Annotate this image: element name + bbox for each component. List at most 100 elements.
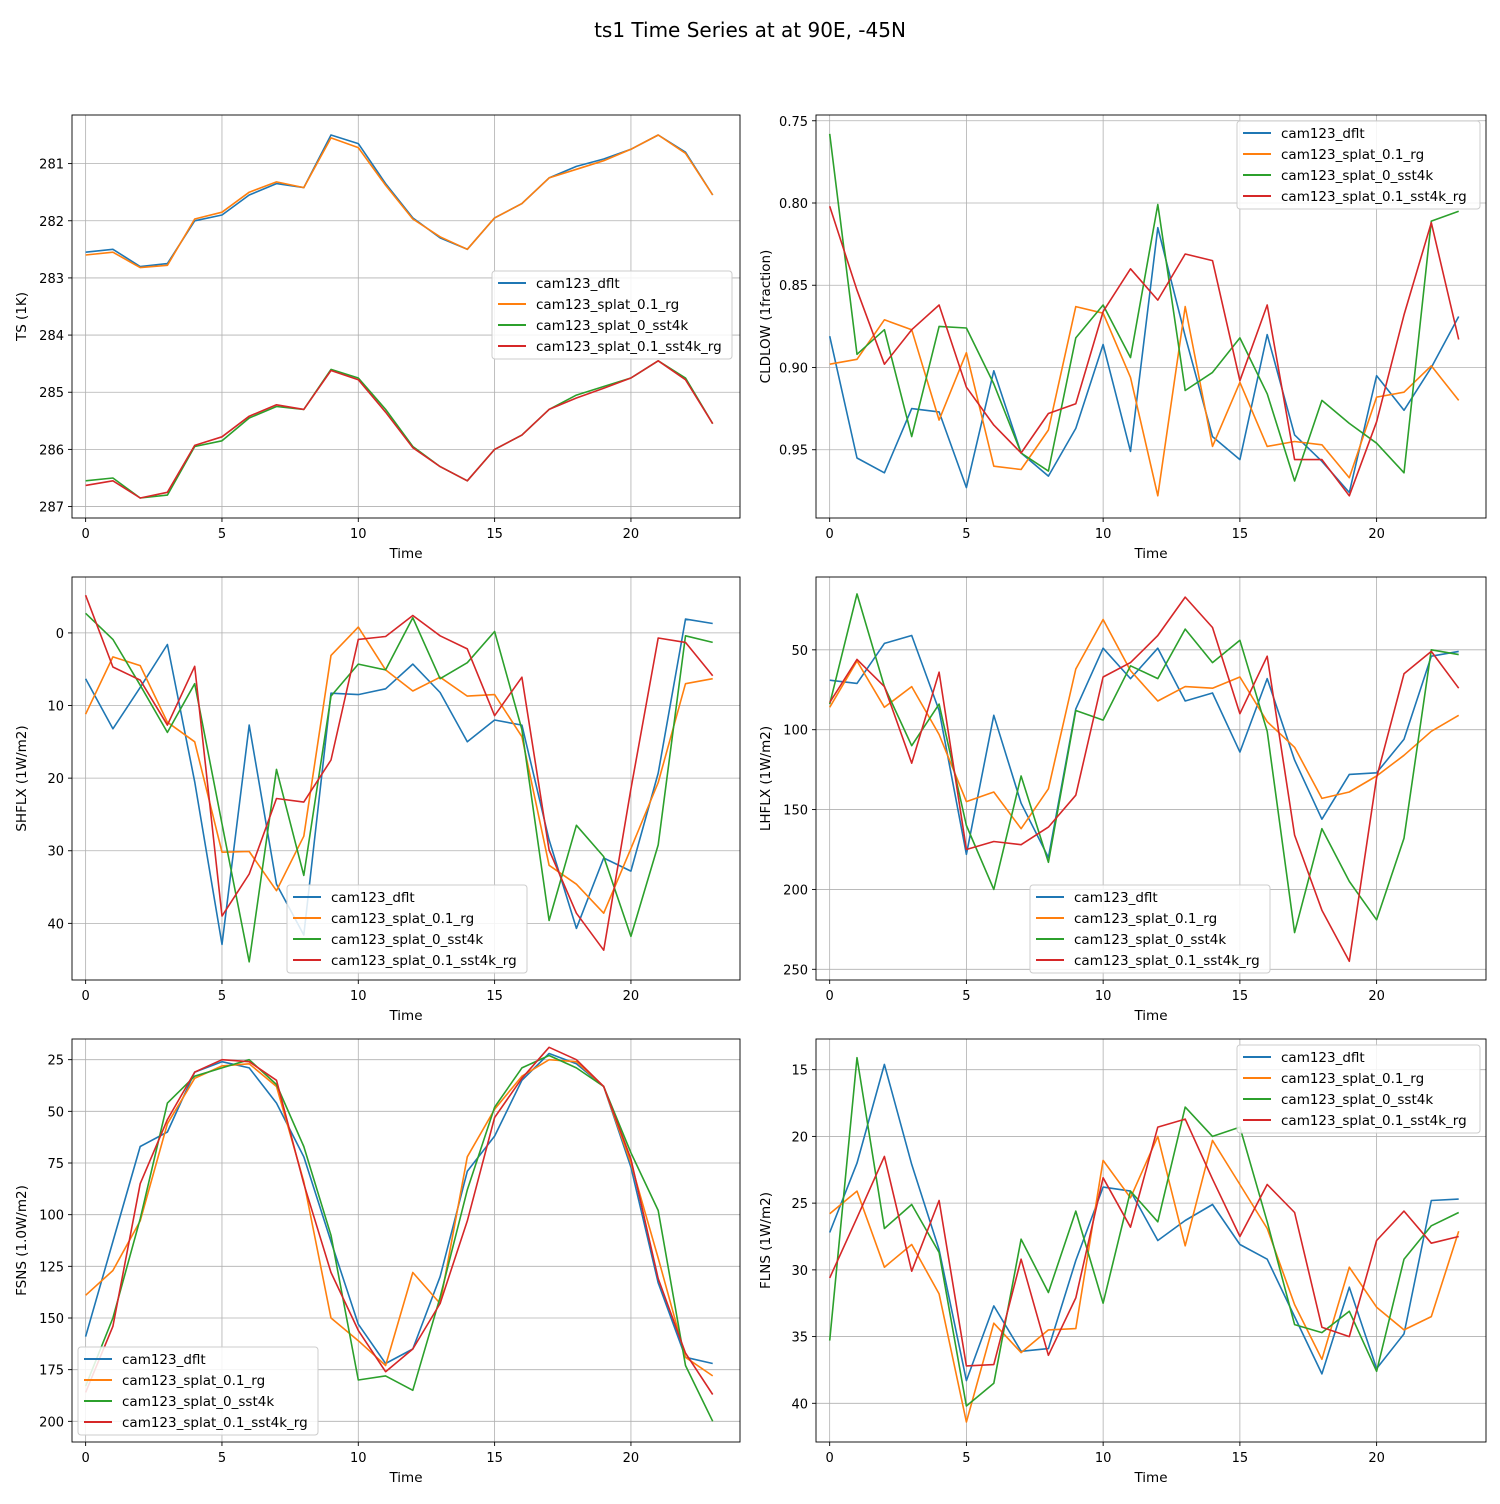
y-tick-label: 0	[56, 627, 64, 642]
series-line-2	[84, 626, 713, 915]
y-tick-label: 200	[39, 1415, 64, 1430]
legend-label: cam123_dflt	[122, 1352, 206, 1368]
x-tick-label: 0	[826, 527, 834, 542]
axes-frame	[815, 1038, 1487, 1443]
x-tick-label: 0	[81, 989, 89, 1004]
x-tick-label: 15	[1232, 989, 1249, 1004]
x-tick-label: 5	[218, 1451, 226, 1466]
legend-label: cam123_splat_0.1_sst4k_rg	[536, 339, 722, 355]
y-axis-label: CLDLOW (1fraction)	[758, 250, 774, 384]
y-tick-label: 50	[791, 644, 808, 659]
y-axis-label: TS (1K)	[14, 292, 30, 342]
x-tick-label: 5	[962, 527, 970, 542]
legend-frame	[1029, 884, 1271, 974]
y-tick-label: 0.95	[779, 444, 808, 459]
subplot-1: 0 5 10 15 20 281 282 283 284 285 286 287 Time TS (1K)…	[14, 114, 741, 562]
series-line-4	[828, 206, 1460, 497]
x-tick-label: 10	[350, 1451, 367, 1466]
x-tick-label: 5	[218, 989, 226, 1004]
series-line-4	[84, 594, 714, 952]
y-tick-label: 0.85	[779, 279, 808, 294]
series-line-4	[84, 1046, 714, 1395]
y-tick-label: 282	[39, 215, 64, 230]
y-tick-label: 35	[791, 1331, 808, 1346]
y-tick-label: 15	[791, 1064, 808, 1079]
x-tick-label: 20	[1368, 1451, 1385, 1466]
x-axis-label: Time	[388, 1470, 422, 1486]
y-tick-label: 200	[783, 883, 808, 898]
x-tick-label: 5	[962, 1451, 970, 1466]
x-tick-label: 0	[826, 989, 834, 1004]
y-tick-label: 20	[47, 772, 64, 787]
legend-frame	[1236, 120, 1481, 210]
axes-frame	[815, 114, 1487, 519]
y-axis-label: FSNS (1.0W/m2)	[14, 1185, 30, 1296]
figure-title: ts1 Time Series at at 90E, -45N	[594, 18, 906, 42]
legend-frame	[491, 270, 733, 360]
x-tick-label: 15	[486, 1451, 503, 1466]
y-axis-label: SHFLX (1W/m2)	[14, 725, 30, 831]
subplot-4: 0 5 10 15 20 50 100 150 200 250 Time LHFLX (1W/m2) c…	[758, 576, 1487, 1024]
y-tick-label: 125	[39, 1260, 64, 1275]
legend-label: cam123_splat_0.1_sst4k_rg	[1074, 953, 1260, 969]
axes-frame	[71, 114, 741, 519]
x-tick-label: 0	[826, 1451, 834, 1466]
x-tick-label: 20	[623, 1451, 640, 1466]
x-tick-label: 10	[350, 989, 367, 1004]
x-tick-label: 20	[623, 989, 640, 1004]
legend-label: cam123_dflt	[1074, 890, 1158, 906]
x-tick-label: 15	[1232, 1451, 1249, 1466]
x-tick-label: 5	[962, 989, 970, 1004]
x-tick-label: 0	[81, 527, 89, 542]
y-tick-label: 25	[791, 1197, 808, 1212]
y-tick-label: 20	[791, 1130, 808, 1145]
legend-label: cam123_splat_0_sst4k	[536, 318, 688, 334]
legend: cam123_dflt cam123_splat_0.1_rg cam123_spl…	[286, 884, 528, 974]
y-tick-label: 50	[47, 1105, 64, 1120]
y-tick-label: 175	[39, 1364, 64, 1379]
legend-label: cam123_splat_0.1_sst4k_rg	[122, 1415, 308, 1431]
y-axis-label: LHFLX (1W/m2)	[758, 726, 774, 831]
x-tick-label: 10	[1095, 1451, 1112, 1466]
legend: cam123_dflt cam123_splat_0.1_rg cam123_spl…	[1236, 1044, 1481, 1134]
legend-label: cam123_splat_0.1_sst4k_rg	[331, 953, 517, 969]
y-tick-label: 25	[47, 1054, 64, 1069]
legend-label: cam123_splat_0_sst4k	[1281, 1092, 1433, 1108]
y-tick-label: 150	[39, 1312, 64, 1327]
x-axis-label: Time	[1133, 1008, 1167, 1024]
legend-label: cam123_splat_0.1_rg	[1281, 147, 1424, 163]
subplot-2: 0 5 10 15 20 0.75 0.80 0.85 0.90 0.95 Time CLDLOW (…	[758, 114, 1487, 562]
subplot-3: 0 5 10 15 20 0 10 20 30 40 Time SHFLX (1W/m2) cam123…	[14, 576, 741, 1024]
series-line-2	[829, 305, 1460, 497]
y-tick-label: 283	[39, 272, 64, 287]
x-tick-label: 15	[1232, 527, 1249, 542]
y-tick-label: 287	[39, 501, 64, 516]
y-tick-label: 30	[47, 845, 64, 860]
x-tick-label: 10	[1095, 989, 1112, 1004]
legend-label: cam123_dflt	[331, 890, 415, 906]
legend-label: cam123_dflt	[1281, 126, 1365, 142]
x-tick-label: 10	[350, 527, 367, 542]
y-axis-label: FLNS (1W/m2)	[758, 1192, 774, 1289]
y-tick-label: 0.75	[779, 115, 808, 130]
y-tick-label: 0.80	[779, 197, 808, 212]
legend-label: cam123_splat_0.1_rg	[536, 297, 679, 313]
subplot-grid: 0 5 10 15 20 281 282 283 284 285 286 287 Time TS (1K)…	[14, 114, 1487, 1486]
series-line-3	[828, 593, 1459, 934]
y-tick-label: 30	[791, 1264, 808, 1279]
y-tick-label: 100	[39, 1209, 64, 1224]
axes-frame	[71, 1038, 741, 1443]
legend-label: cam123_splat_0.1_rg	[1074, 911, 1217, 927]
legend-label: cam123_splat_0.1_sst4k_rg	[1281, 1113, 1467, 1129]
x-axis-label: Time	[388, 1008, 422, 1024]
series-line-3	[828, 133, 1459, 482]
y-tick-label: 100	[783, 724, 808, 739]
x-tick-label: 10	[1095, 527, 1112, 542]
legend: cam123_dflt cam123_splat_0.1_rg cam123_spl…	[77, 1346, 319, 1436]
series-line-1	[828, 226, 1460, 494]
x-tick-label: 15	[486, 989, 503, 1004]
legend-label: cam123_splat_0.1_rg	[1281, 1071, 1424, 1087]
y-tick-label: 0.90	[779, 361, 808, 376]
y-tick-label: 250	[783, 963, 808, 978]
